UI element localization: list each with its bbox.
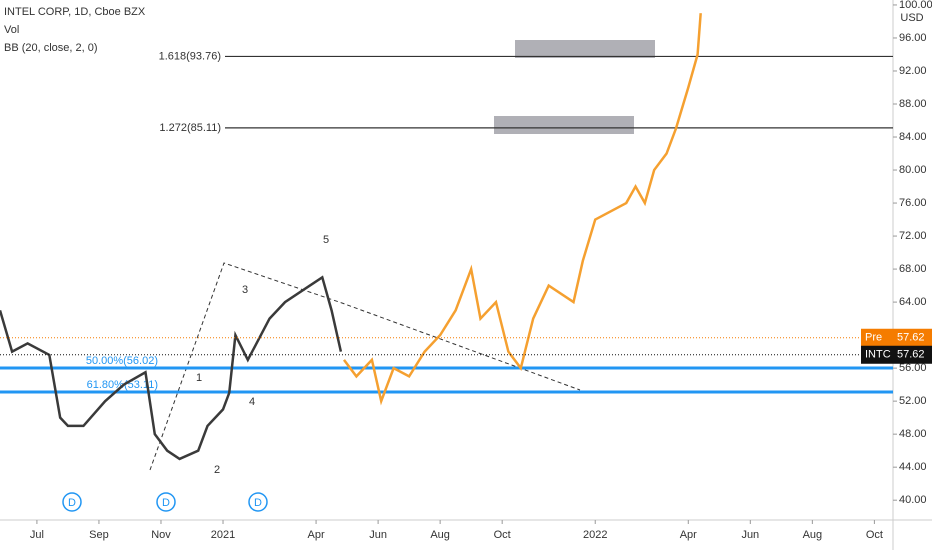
x-tick-label: Apr xyxy=(680,529,697,541)
y-tick-label: 56.00 xyxy=(899,362,927,374)
price-line xyxy=(0,275,343,461)
level-label: 1.272(85.11) xyxy=(159,122,221,134)
level-label: 50.00%(56.02) xyxy=(86,355,158,367)
currency: USD xyxy=(900,12,923,24)
level-label: 1.618(93.76) xyxy=(159,50,221,62)
x-tick-label: Oct xyxy=(866,529,883,541)
y-tick-label: 52.00 xyxy=(899,395,927,407)
y-tick-label: 80.00 xyxy=(899,164,927,176)
price-tag xyxy=(861,345,893,364)
y-tick-label: 64.00 xyxy=(899,296,927,308)
y-tick-label: 88.00 xyxy=(899,98,927,110)
x-tick-label: 2021 xyxy=(211,529,235,541)
wave-trendline xyxy=(149,262,581,471)
target-box xyxy=(515,40,655,58)
wave-label: 4 xyxy=(249,396,255,408)
x-tick-label: Jul xyxy=(30,529,44,541)
dividend-label: D xyxy=(162,497,170,509)
header: Vol xyxy=(4,24,19,36)
x-tick-label: Aug xyxy=(803,529,823,541)
y-tick-label: 100.00 xyxy=(899,0,932,11)
header: INTEL CORP, 1D, Cboe BZX xyxy=(4,6,146,18)
y-tick-label: 48.00 xyxy=(899,428,927,440)
y-tick-label: 96.00 xyxy=(899,32,927,44)
wave-label: 3 xyxy=(242,284,248,296)
price-tag-value: 57.62 xyxy=(897,349,925,361)
target-box xyxy=(494,116,634,134)
wave-label: 2 xyxy=(214,464,220,476)
header: BB (20, close, 2, 0) xyxy=(4,42,98,54)
dividend-marker xyxy=(248,492,268,512)
price-tag-value: 57.62 xyxy=(897,332,925,344)
y-tick-label: 40.00 xyxy=(899,494,927,506)
x-tick-label: Jun xyxy=(741,529,759,541)
x-tick-label: Apr xyxy=(308,529,325,541)
y-tick-label: 84.00 xyxy=(899,131,927,143)
x-tick-label: Aug xyxy=(430,529,450,541)
x-tick-label: Sep xyxy=(89,529,109,541)
wave-label: 1 xyxy=(196,372,202,384)
price-tag xyxy=(893,345,932,364)
x-tick-label: Jun xyxy=(369,529,387,541)
x-tick-label: Oct xyxy=(494,529,511,541)
price-line xyxy=(342,13,702,406)
x-tick-label: Nov xyxy=(151,529,171,541)
y-tick-label: 68.00 xyxy=(899,263,927,275)
y-tick-label: 72.00 xyxy=(899,230,927,242)
wave-label: 5 xyxy=(323,234,329,246)
price-tag-name: Pre xyxy=(865,332,882,344)
y-tick-label: 44.00 xyxy=(899,461,927,473)
y-tick-label: 92.00 xyxy=(899,65,927,77)
price-tag xyxy=(861,328,893,347)
x-tick-label: 2022 xyxy=(583,529,607,541)
price-tag xyxy=(893,328,932,347)
dividend-marker xyxy=(156,492,176,512)
dividend-label: D xyxy=(68,497,76,509)
dividend-marker xyxy=(62,492,82,512)
price-tag-name: INTC xyxy=(865,349,891,361)
dividend-label: D xyxy=(254,497,262,509)
y-tick-label: 76.00 xyxy=(899,197,927,209)
